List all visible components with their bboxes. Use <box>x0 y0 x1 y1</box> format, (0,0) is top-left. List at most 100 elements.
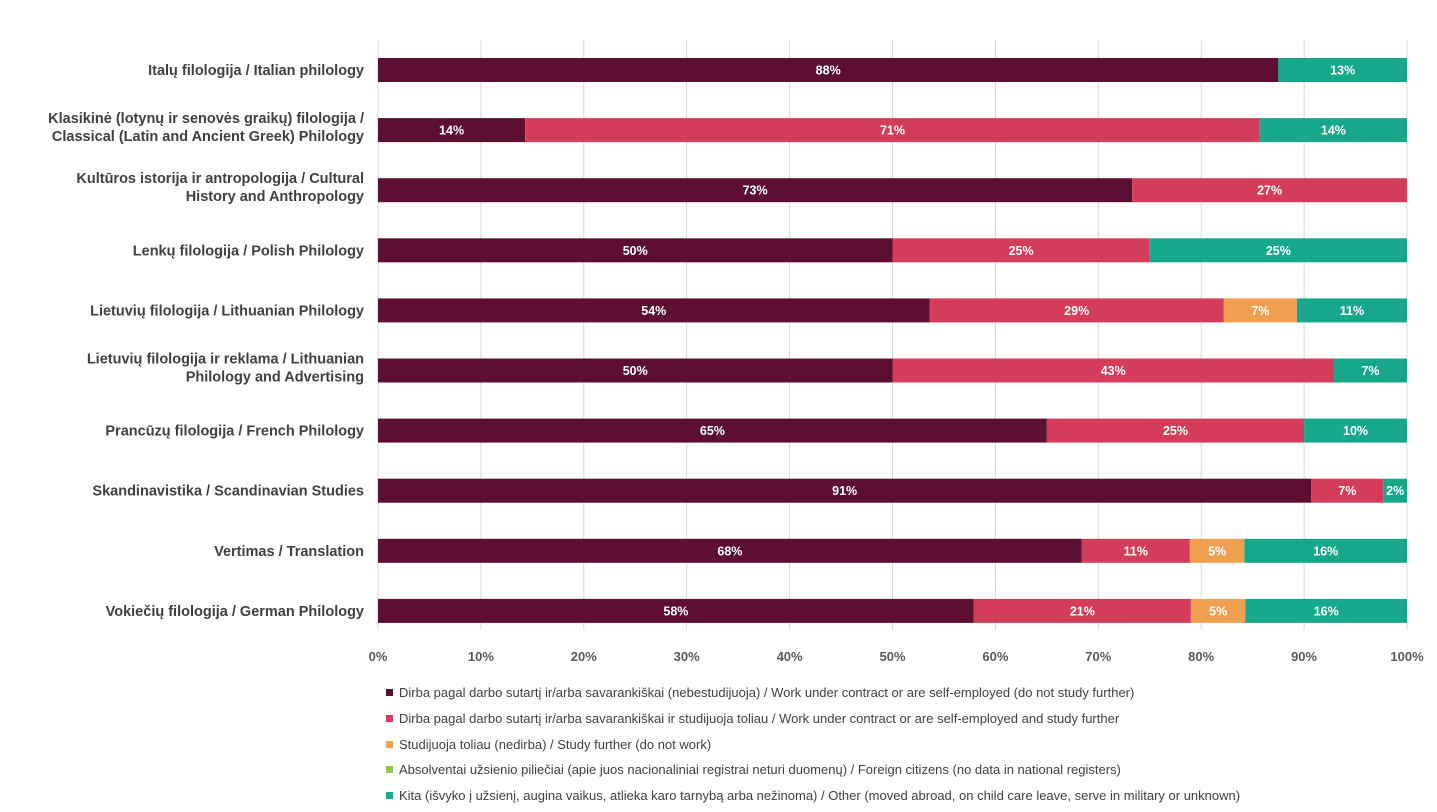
bar-value-label: 27% <box>1257 184 1282 198</box>
legend-label: Dirba pagal darbo sutartį ir/arba savara… <box>399 711 1120 727</box>
bar-segment <box>1189 538 1245 563</box>
bar-segment <box>892 358 1334 383</box>
bar-value-label: 21% <box>1070 604 1095 618</box>
bar-segment <box>1311 478 1384 503</box>
bar-segment <box>378 358 893 383</box>
bar-segment <box>1259 118 1407 143</box>
bar-value-label: 2% <box>1386 484 1404 498</box>
bar-segment <box>525 118 1260 143</box>
bars <box>378 58 1407 623</box>
bar-segment <box>1383 478 1407 503</box>
bar-segment <box>1244 538 1407 563</box>
bar-segment <box>378 178 1133 203</box>
x-tick-label: 0% <box>369 649 388 664</box>
bar-value-label: 13% <box>1330 64 1355 78</box>
x-tick-label: 60% <box>982 649 1008 664</box>
bar-value-label: 25% <box>1009 244 1034 258</box>
bar-segment <box>929 298 1224 323</box>
legend-item: Studijuoja toliau (nedirba) / Study furt… <box>386 731 1426 757</box>
bar-value-label: 5% <box>1208 544 1226 558</box>
bar-segment <box>1132 178 1407 203</box>
x-tick-label: 70% <box>1085 649 1111 664</box>
x-tick-label: 100% <box>1390 649 1424 664</box>
legend-item: Dirba pagal darbo sutartį ir/arba savara… <box>386 680 1426 706</box>
bar-segment <box>378 298 930 323</box>
bar-value-label: 7% <box>1338 484 1356 498</box>
bar-value-label: 54% <box>641 304 666 318</box>
category-label: Lenkų filologija / Polish Philology <box>133 243 364 259</box>
bar-value-label: 50% <box>623 244 648 258</box>
category-label: Vertimas / Translation <box>214 544 364 560</box>
bar-segment <box>378 598 974 623</box>
bar-value-label: 25% <box>1266 244 1291 258</box>
bar-segment <box>1149 238 1407 263</box>
x-tick-label: 20% <box>571 649 597 664</box>
x-tick-label: 40% <box>777 649 803 664</box>
bar-value-label: 14% <box>1321 124 1346 138</box>
category-label: Lietuvių filologija ir reklama / Lithuan… <box>87 352 364 368</box>
bar-segment <box>1296 298 1407 323</box>
category-label: Kultūros istorija ir antropologija / Cul… <box>76 171 364 187</box>
bar-value-label: 16% <box>1313 544 1338 558</box>
x-tick-label: 10% <box>468 649 494 664</box>
bar-value-label: 65% <box>700 424 725 438</box>
x-tick-label: 30% <box>674 649 700 664</box>
bar-value-label: 16% <box>1314 604 1339 618</box>
legend-item: Kita (išvyko į užsienį, augina vaikus, a… <box>386 783 1426 809</box>
bar-value-label: 88% <box>816 64 841 78</box>
category-label: Italų filologija / Italian philology <box>148 63 364 79</box>
bar-value-label: 25% <box>1163 424 1188 438</box>
bar-segment <box>1081 538 1190 563</box>
category-label: Lietuvių filologija / Lithuanian Philolo… <box>90 303 364 319</box>
bar-value-label: 71% <box>880 124 905 138</box>
legend-label: Kita (išvyko į užsienį, augina vaikus, a… <box>399 788 1241 804</box>
bar-segment <box>378 418 1047 443</box>
bar-value-label: 50% <box>623 364 648 378</box>
bar-value-label: 68% <box>717 544 742 558</box>
bar-value-label: 11% <box>1124 544 1148 558</box>
bar-segment <box>1333 358 1407 383</box>
x-tick-label: 50% <box>879 649 905 664</box>
bar-segment <box>378 238 893 263</box>
bar-value-label: 7% <box>1361 364 1379 378</box>
bar-segment <box>378 58 1279 82</box>
bar-value-label: 58% <box>663 604 688 618</box>
legend-swatch <box>386 740 393 748</box>
bar-segment <box>1278 58 1407 82</box>
legend-item: Dirba pagal darbo sutartį ir/arba savara… <box>386 706 1426 732</box>
bar-value-label: 91% <box>832 484 857 498</box>
category-label: Skandinavistika / Scandinavian Studies <box>92 484 364 500</box>
legend-item: Absolventai užsienio piliečiai (apie juo… <box>386 757 1426 783</box>
legend-label: Absolventai užsienio piliečiai (apie juo… <box>399 762 1121 778</box>
x-tick-label: 90% <box>1291 649 1317 664</box>
category-label: History and Anthropology <box>186 189 364 205</box>
bar-value-label: 73% <box>743 184 768 198</box>
bar-segment <box>1245 598 1407 623</box>
bar-value-label: 10% <box>1343 424 1368 438</box>
bar-segment <box>973 598 1191 623</box>
bar-segment <box>1304 418 1407 443</box>
bar-segment <box>1046 418 1305 443</box>
x-axis-tick-labels: 0% 10% 20% 30% 40% 50% 60% 70% 80% 90% 100% <box>369 649 1424 664</box>
bar-segment <box>892 238 1150 263</box>
legend: Dirba pagal darbo sutartį ir/arba savara… <box>386 680 1426 808</box>
legend-label: Dirba pagal darbo sutartį ir/arba savara… <box>399 685 1135 701</box>
legend-label: Studijuoja toliau (nedirba) / Study furt… <box>399 736 712 752</box>
category-label: Klasikinė (lotynų ir senovės graikų) fil… <box>48 111 364 127</box>
bar-value-label: 5% <box>1209 604 1227 618</box>
legend-swatch <box>386 792 393 800</box>
category-label: Prancūzų filologija / French Philology <box>105 424 364 440</box>
bar-value-label: 14% <box>439 124 464 138</box>
bar-segment <box>378 478 1312 503</box>
legend-swatch <box>386 715 393 723</box>
category-labels: Italų filologija / Italian philology Klas… <box>48 63 364 620</box>
legend-swatch <box>386 766 393 774</box>
bar-segment <box>378 538 1082 563</box>
bar-segment <box>1190 598 1246 623</box>
x-tick-label: 80% <box>1188 649 1214 664</box>
bar-value-label: 29% <box>1064 304 1089 318</box>
category-label: Classical (Latin and Ancient Greek) Phil… <box>52 129 364 145</box>
stacked-bar-chart: 88% 13% 14% 71% 14% 73% 27% 50% 25% 25% 54% 29% 7% 11… <box>48 40 1424 664</box>
category-label: Vokiečių filologija / German Philology <box>106 604 364 620</box>
bar-value-labels: 88% 13% 14% 71% 14% 73% 27% 50% 25% 25% 54% 29% 7% 11… <box>439 64 1404 619</box>
